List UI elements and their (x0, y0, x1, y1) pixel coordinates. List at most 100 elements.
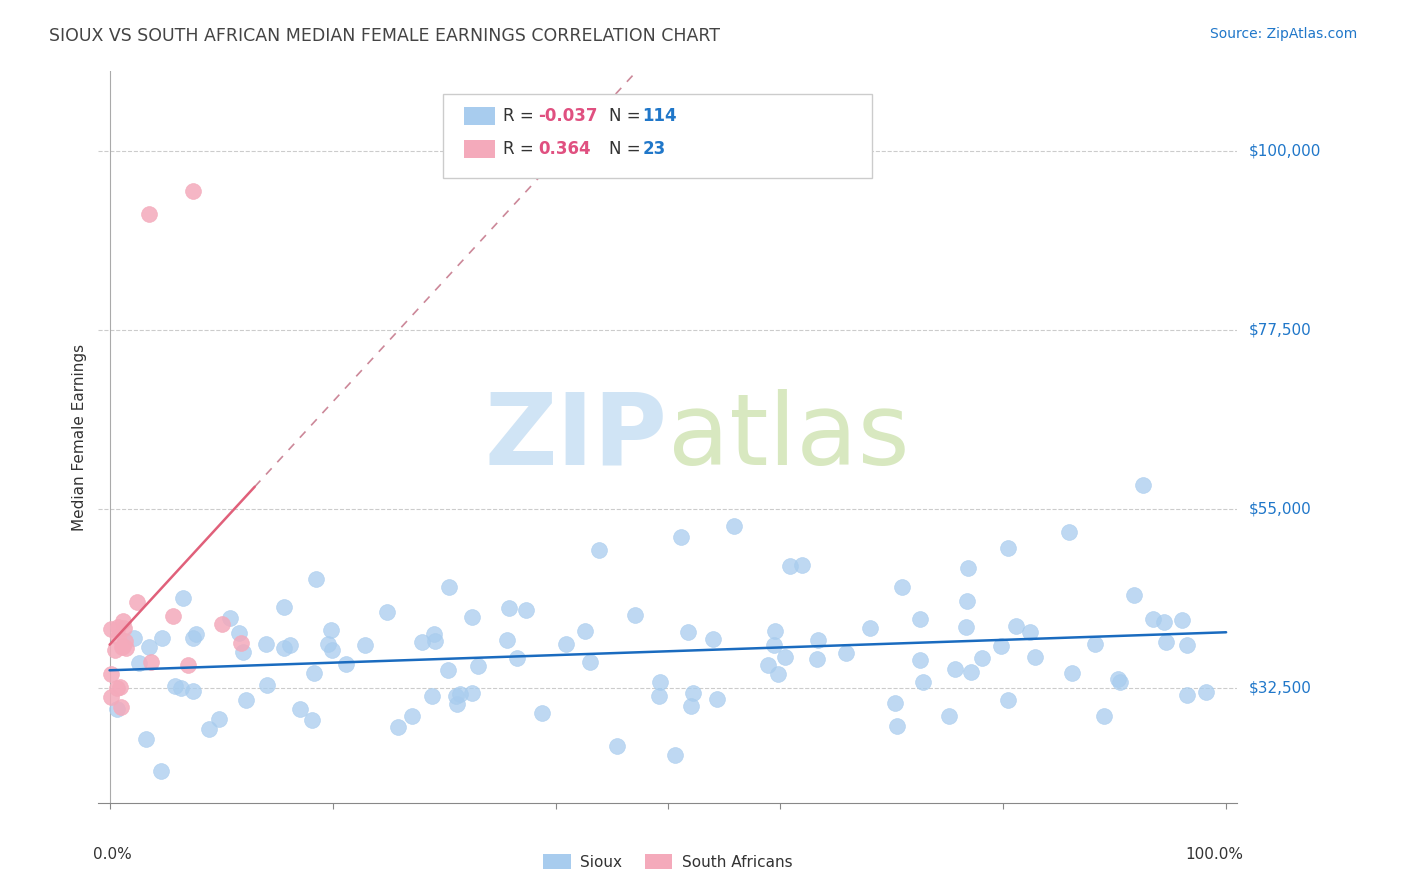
Point (114, 634, 136, 648)
Point (498, 601, 520, 615)
Point (859, 621, 882, 635)
Point (128, 656, 150, 670)
Point (335, 657, 357, 672)
Point (229, 635, 252, 649)
Point (1004, 618, 1026, 632)
Point (377, 606, 399, 620)
Point (184, 627, 207, 641)
Text: $77,500: $77,500 (1249, 322, 1312, 337)
Point (304, 665, 326, 680)
Point (806, 652, 828, 666)
Point (792, 558, 814, 573)
Point (208, 712, 231, 726)
Point (177, 657, 200, 672)
Point (149, 764, 172, 778)
Point (1122, 588, 1144, 602)
Point (1084, 637, 1107, 651)
Point (1057, 525, 1080, 540)
Point (138, 640, 160, 655)
Point (1107, 672, 1129, 686)
Point (321, 643, 343, 657)
Point (105, 681, 128, 696)
Text: $55,000: $55,000 (1249, 501, 1312, 516)
Point (579, 655, 602, 669)
Point (679, 699, 702, 714)
Point (170, 681, 193, 695)
Point (461, 609, 484, 624)
Point (650, 674, 672, 689)
Point (555, 637, 578, 651)
Text: R =: R = (503, 107, 540, 125)
Text: $100,000: $100,000 (1249, 144, 1320, 159)
Point (515, 603, 537, 617)
Point (138, 207, 160, 221)
Point (181, 684, 204, 698)
Point (574, 624, 596, 639)
Point (150, 631, 173, 645)
Text: 114: 114 (643, 107, 678, 125)
Point (1024, 649, 1046, 664)
Point (835, 646, 858, 660)
Point (305, 572, 328, 586)
Point (107, 630, 129, 644)
Text: 23: 23 (643, 140, 666, 158)
Point (446, 698, 468, 712)
Point (254, 637, 277, 651)
Point (910, 653, 932, 667)
Y-axis label: Median Female Earnings: Median Female Earnings (72, 343, 87, 531)
Point (111, 639, 134, 653)
Point (100, 622, 122, 636)
Point (232, 645, 254, 659)
Point (449, 687, 471, 701)
Point (100, 690, 122, 704)
Point (401, 709, 423, 723)
Point (1132, 477, 1154, 491)
Point (891, 580, 914, 594)
Text: N =: N = (609, 140, 645, 158)
Point (956, 560, 979, 574)
Point (112, 621, 135, 635)
Point (162, 609, 184, 624)
Point (105, 701, 128, 715)
Text: R =: R = (503, 140, 540, 158)
Point (467, 658, 489, 673)
Point (100, 667, 122, 681)
Point (135, 732, 157, 747)
Point (1109, 674, 1132, 689)
Point (606, 739, 628, 754)
Point (1175, 639, 1198, 653)
Point (773, 650, 796, 665)
Point (495, 632, 517, 647)
Point (183, 632, 205, 646)
Point (997, 693, 1019, 707)
Point (1171, 613, 1194, 627)
Point (706, 692, 728, 706)
Point (112, 614, 135, 628)
Point (1153, 615, 1175, 629)
Point (1060, 665, 1083, 680)
Point (1175, 688, 1198, 702)
Point (664, 748, 686, 763)
Point (807, 632, 830, 647)
Point (938, 709, 960, 723)
Point (273, 641, 295, 656)
Point (506, 650, 529, 665)
Point (107, 620, 129, 634)
Point (211, 617, 233, 632)
Point (623, 608, 645, 623)
Point (943, 662, 966, 676)
Point (316, 637, 339, 651)
Point (183, 184, 205, 198)
Point (886, 719, 908, 733)
Point (588, 543, 610, 558)
Point (437, 663, 460, 677)
Point (908, 612, 931, 626)
Point (387, 720, 409, 734)
Point (779, 558, 801, 573)
Text: $32,500: $32,500 (1249, 680, 1312, 695)
Point (420, 689, 443, 703)
Point (1092, 709, 1115, 723)
Point (912, 674, 935, 689)
Text: SIOUX VS SOUTH AFRICAN MEDIAN FEMALE EARNINGS CORRELATION CHART: SIOUX VS SOUTH AFRICAN MEDIAN FEMALE EAR… (49, 27, 720, 45)
Point (763, 638, 786, 652)
